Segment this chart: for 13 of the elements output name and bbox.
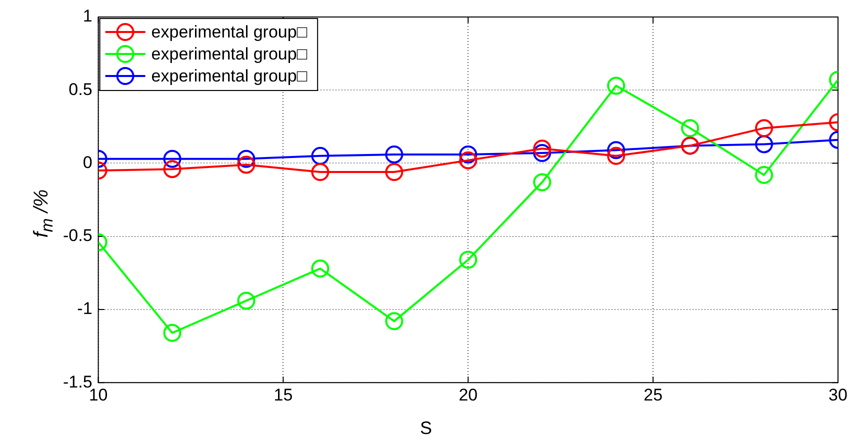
x-tick-label: 30 <box>828 385 848 404</box>
x-tick-label: 20 <box>458 385 478 404</box>
x-tick-label: 25 <box>644 385 663 404</box>
y-tick-label: 0.5 <box>68 80 92 99</box>
y-tick-label: -1 <box>77 299 92 318</box>
legend-label: experimental group□ <box>151 66 308 86</box>
y-tick-label: 0 <box>82 152 92 172</box>
legend-label: experimental group□ <box>151 22 308 42</box>
legend-label: experimental group□ <box>151 44 308 64</box>
y-tick-label: 1 <box>82 6 92 26</box>
x-tick-label: 15 <box>274 385 293 404</box>
x-axis-title: S <box>418 418 433 439</box>
y-tick-label: -0.5 <box>62 226 92 246</box>
